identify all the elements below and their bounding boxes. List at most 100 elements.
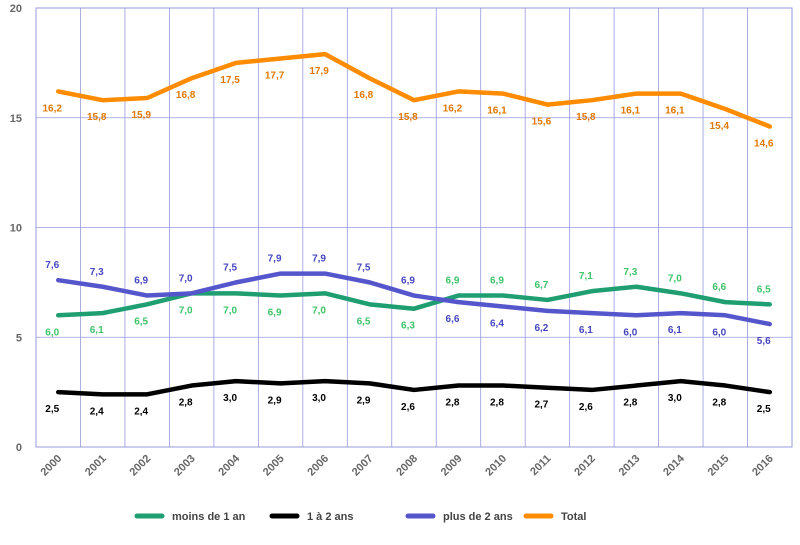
data-label: 15,6 <box>532 117 552 128</box>
x-tick-label: 2004 <box>216 452 242 478</box>
legend-label: moins de 1 an <box>172 511 246 523</box>
data-label: 17,9 <box>309 66 329 77</box>
x-tick-label: 2006 <box>305 453 331 479</box>
data-label: 15,4 <box>710 121 730 132</box>
data-label: 6,9 <box>446 276 460 287</box>
x-tick-label: 2016 <box>750 453 776 479</box>
data-label: 6,9 <box>268 308 282 319</box>
data-label: 7,0 <box>312 305 326 316</box>
data-label: 15,8 <box>87 112 107 123</box>
data-label: 16,1 <box>621 106 641 117</box>
data-label: 2,8 <box>712 398 726 409</box>
data-label: 15,8 <box>398 112 418 123</box>
data-label: 6,0 <box>712 327 726 338</box>
data-labels: 6,0 6,1 6,5 7,0 7,0 6,9 7,0 6,5 6,3 6,9 6,9 6,7 7,1 7… <box>43 66 774 417</box>
series-line <box>55 284 773 318</box>
data-label: 6,7 <box>534 280 548 291</box>
x-tick-label: 2010 <box>483 453 509 479</box>
data-label: 6,0 <box>623 327 637 338</box>
data-label: 6,3 <box>401 321 415 332</box>
data-label: 7,5 <box>357 262 371 273</box>
data-label: 15,8 <box>576 112 596 123</box>
data-label: 16,1 <box>487 106 507 117</box>
legend-label: 1 à 2 ans <box>307 511 353 523</box>
data-label: 7,5 <box>223 262 237 273</box>
data-label: 16,8 <box>176 90 196 101</box>
data-label: 7,9 <box>312 254 326 265</box>
data-label: 6,1 <box>668 325 682 336</box>
data-label: 2,8 <box>623 398 637 409</box>
data-label: 2,6 <box>401 402 415 413</box>
data-label: 6,5 <box>357 316 371 327</box>
data-label: 6,5 <box>134 316 148 327</box>
data-label: 6,9 <box>401 276 415 287</box>
legend-label: Total <box>561 511 586 523</box>
data-label: 6,6 <box>446 314 460 325</box>
data-label: 16,2 <box>443 103 463 114</box>
data-label: 6,4 <box>490 319 504 330</box>
y-tick-label: 5 <box>16 332 22 344</box>
data-label: 7,3 <box>623 267 637 278</box>
data-label: 6,2 <box>534 323 548 334</box>
data-label: 16,1 <box>665 106 685 117</box>
data-label: 2,8 <box>179 398 193 409</box>
data-label: 6,9 <box>490 276 504 287</box>
y-tick-label: 15 <box>10 113 22 125</box>
data-label: 7,6 <box>45 260 59 271</box>
data-label: 3,0 <box>668 393 682 404</box>
data-label: 7,0 <box>179 273 193 284</box>
data-label: 6,0 <box>45 327 59 338</box>
y-tick-label: 20 <box>10 3 22 15</box>
y-tick-label: 10 <box>10 223 22 235</box>
y-tick-label: 0 <box>16 442 22 454</box>
data-label: 16,8 <box>354 90 374 101</box>
x-tick-label: 2008 <box>394 453 420 479</box>
data-label: 7,1 <box>579 271 593 282</box>
series-line <box>55 271 773 327</box>
data-label: 2,9 <box>268 395 282 406</box>
x-tick-label: 2013 <box>617 453 643 479</box>
x-tick-label: 2003 <box>172 453 198 479</box>
gridlines <box>36 7 792 448</box>
data-label: 14,6 <box>754 139 774 150</box>
x-tick-label: 2000 <box>39 453 65 479</box>
data-label: 7,3 <box>90 267 104 278</box>
data-label: 7,0 <box>668 273 682 284</box>
data-label: 16,2 <box>43 103 63 114</box>
x-tick-label: 2002 <box>127 453 153 479</box>
data-label: 3,0 <box>223 393 237 404</box>
data-label: 2,8 <box>446 398 460 409</box>
data-label: 17,7 <box>265 70 285 81</box>
x-tick-label: 2007 <box>350 453 376 479</box>
data-label: 3,0 <box>312 393 326 404</box>
x-tick-label: 2015 <box>706 453 732 479</box>
x-tick-label: 2005 <box>261 453 287 479</box>
data-label: 2,5 <box>757 404 771 415</box>
y-axis: 0 5 10 15 20 <box>10 3 22 454</box>
data-label: 2,7 <box>534 400 548 411</box>
data-label: 6,6 <box>712 282 726 293</box>
data-label: 2,4 <box>90 406 104 417</box>
x-axis: 2000 2001 2002 2003 2004 2005 2006 2007 2008 2009… <box>39 452 776 478</box>
legend-label: plus de 2 ans <box>443 511 513 523</box>
x-tick-label: 2011 <box>528 453 553 478</box>
data-label: 7,0 <box>179 305 193 316</box>
data-label: 7,9 <box>268 254 282 265</box>
data-label: 15,9 <box>131 110 151 121</box>
data-label: 7,0 <box>223 305 237 316</box>
data-label: 6,1 <box>90 325 104 336</box>
data-label: 2,5 <box>45 404 59 415</box>
x-tick-label: 2014 <box>661 452 687 478</box>
data-label: 5,6 <box>757 336 771 347</box>
series-lines <box>55 51 773 397</box>
data-label: 17,5 <box>220 75 240 86</box>
data-label: 2,4 <box>134 406 148 417</box>
data-label: 2,8 <box>490 398 504 409</box>
x-tick-label: 2012 <box>572 453 598 479</box>
data-label: 6,9 <box>134 276 148 287</box>
data-label: 6,1 <box>579 325 593 336</box>
data-label: 2,6 <box>579 402 593 413</box>
data-label: 6,5 <box>757 284 771 295</box>
x-tick-label: 2001 <box>83 453 109 479</box>
